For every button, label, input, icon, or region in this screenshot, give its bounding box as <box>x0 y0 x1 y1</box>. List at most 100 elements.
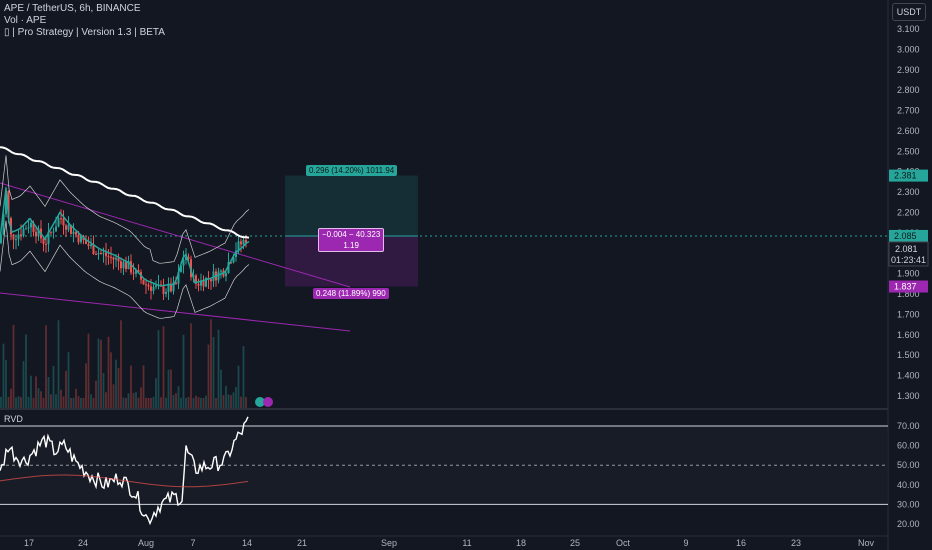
volume-bar <box>90 394 92 408</box>
volume-bar <box>210 319 212 408</box>
indicator-tick-label: 30.00 <box>897 499 920 509</box>
volume-bar <box>185 397 187 408</box>
volume-bar <box>20 396 22 408</box>
volume-bar <box>120 320 122 408</box>
rvd-signal-line <box>0 474 249 488</box>
volume-bar <box>95 380 97 408</box>
current-price-tag[interactable]: 2.085 <box>894 231 917 241</box>
volume-bar <box>222 395 225 408</box>
candle-body <box>175 282 177 284</box>
stop-price-tag-bg <box>889 280 928 293</box>
symbol-title[interactable]: APE / TetherUS, 6h, BINANCE <box>4 3 141 14</box>
volume-bar <box>205 395 207 408</box>
volume-bar <box>5 359 7 408</box>
volume-bar <box>152 397 155 408</box>
currency-button[interactable]: USDT <box>892 3 926 21</box>
candle-body <box>90 244 92 247</box>
volume-bar <box>140 387 142 408</box>
candle-body <box>245 239 247 244</box>
candle-body <box>57 218 60 227</box>
volume-bar <box>230 395 232 408</box>
volume-bar <box>107 336 110 408</box>
volume-bar <box>160 397 162 408</box>
volume-bar <box>82 397 85 408</box>
volume-bar <box>7 396 10 408</box>
volume-bar <box>187 396 190 408</box>
time-tick-label: 25 <box>570 538 580 548</box>
time-tick-label: 7 <box>190 538 195 548</box>
strategy-legend[interactable]: ▯ | Pro Strategy | Version 1.3 | BETA <box>4 27 165 38</box>
volume-bar <box>22 361 25 408</box>
candle-body <box>145 284 147 286</box>
target-price-tag[interactable]: 2.381 <box>894 171 917 181</box>
volume-bar <box>150 397 152 408</box>
target-price-tag-bg <box>889 169 928 182</box>
price-tick-label: 2.300 <box>897 187 920 197</box>
time-tick-label: 11 <box>462 538 471 548</box>
volume-bar <box>167 369 170 408</box>
signal-badge-2[interactable] <box>263 397 273 407</box>
volume-bar <box>137 397 140 408</box>
signal-badge[interactable] <box>255 397 265 407</box>
candle-body <box>30 222 32 228</box>
candle-body <box>180 265 182 272</box>
volume-bar <box>197 397 200 408</box>
last-price-box <box>888 241 929 267</box>
candle-body <box>177 271 180 284</box>
candle-body <box>92 244 95 255</box>
volume-bar <box>192 397 195 408</box>
volume-bar <box>60 389 62 408</box>
stop-price-tag[interactable]: 1.837 <box>894 282 917 292</box>
candle-body <box>132 272 135 274</box>
time-tick-label: Aug <box>138 538 154 548</box>
volume-bar <box>117 367 120 408</box>
candle-body <box>97 252 100 255</box>
volume-bar <box>100 339 102 408</box>
upper-trend-line[interactable] <box>0 182 351 288</box>
target-label[interactable]: 0.296 (14.20%) 1011.94 <box>306 165 398 176</box>
volume-bar <box>62 396 65 408</box>
candle-body <box>115 258 117 260</box>
stop-label[interactable]: 0.248 (11.89%) 990 <box>313 288 389 299</box>
candle-body <box>187 256 190 260</box>
volume-bar <box>130 365 132 408</box>
lower-trend-line[interactable] <box>0 292 351 332</box>
candle-body <box>172 282 175 292</box>
candle-body <box>240 241 242 245</box>
candle-body <box>5 191 7 215</box>
indicator-name[interactable]: RVD <box>4 414 23 424</box>
candle-body <box>165 291 167 294</box>
volume-bar <box>102 373 105 408</box>
price-tick-label: 2.600 <box>897 126 920 136</box>
candle-body <box>52 231 55 233</box>
volume-bar <box>232 392 235 408</box>
center-label[interactable]: −0.004 − 40.323 1.19 <box>318 228 385 252</box>
candle-body <box>55 226 57 232</box>
volume-bar <box>175 393 177 408</box>
volume-bar <box>0 396 2 408</box>
candle-body <box>122 262 125 269</box>
volume-bar <box>47 376 50 408</box>
candle-body <box>87 244 90 247</box>
candle-body <box>80 235 82 243</box>
volume-bar <box>195 395 197 408</box>
candle-body <box>185 256 187 260</box>
volume-bar <box>215 397 217 408</box>
candle-body <box>32 222 35 232</box>
target-zone[interactable] <box>285 175 418 236</box>
candle-body <box>237 241 240 251</box>
volume-legend[interactable]: Vol · APE <box>4 15 47 26</box>
candle-body <box>15 239 17 241</box>
volume-bar <box>190 323 192 408</box>
volume-bar <box>162 326 165 408</box>
candle-body <box>0 234 2 244</box>
volume-bar <box>52 365 55 408</box>
candle-body <box>35 231 37 237</box>
chart-legend: APE / TetherUS, 6h, BINANCE Vol · APE ▯ … <box>4 3 165 39</box>
volume-bar <box>115 359 117 408</box>
candle-body <box>155 285 157 287</box>
volume-bar <box>157 330 160 408</box>
candle-body <box>112 257 115 260</box>
candle-body <box>60 218 62 220</box>
